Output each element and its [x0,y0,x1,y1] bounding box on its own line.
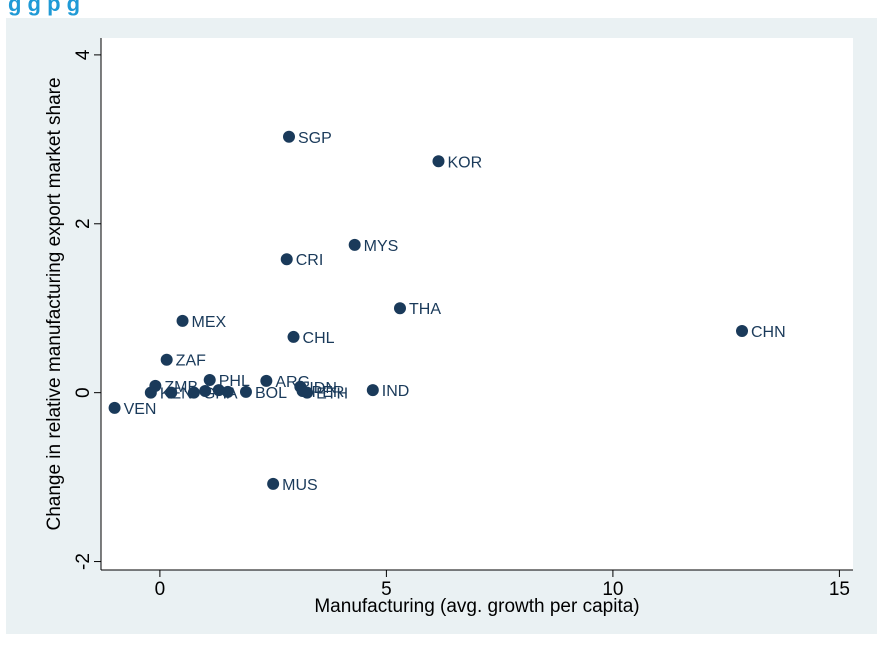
data-point [221,385,234,398]
point-label: MEX [192,314,227,331]
x-tick-label: 0 [155,579,166,600]
point-label: PER [312,384,345,401]
x-tick-label: 5 [381,579,392,600]
y-tick-label: -2 [73,553,94,570]
data-point [239,385,252,398]
point-label: CHL [303,330,335,347]
point-label: ETH [316,386,348,403]
point-label: MUS [282,477,318,494]
point-label: BOL [255,385,287,402]
y-tick-label: 0 [73,387,94,398]
data-point [176,314,189,327]
data-point [144,386,157,399]
point-label: MYS [364,238,399,255]
point-label: CHN [751,324,786,341]
point-label: KOR [447,154,482,171]
x-tick-label: 10 [602,579,623,600]
data-point [108,401,121,414]
data-point [393,302,406,315]
x-axis-title: Manufacturing (avg. growth per capita) [314,596,639,617]
data-point [212,384,225,397]
data-point [203,374,216,386]
y-tick-label: 2 [73,218,94,229]
point-label: CRI [296,252,324,269]
y-tick-label: 4 [73,49,94,60]
data-point [187,386,200,399]
plot-area [101,38,853,570]
data-point [366,384,379,397]
data-point [260,374,273,387]
page-title-fragment: g g p g [8,0,81,16]
point-label: ZAF [176,353,206,370]
axes: 0 5 10 15 -2 0 2 4 [73,38,853,600]
data-point [348,238,361,251]
y-axis-title: Change in relative manufacturing export … [44,77,65,530]
data-point [283,130,295,143]
point-label: SGP [298,130,332,147]
point-label: IND [382,383,410,400]
point-label: VEN [124,401,157,418]
point-label: THA [409,301,441,318]
point-label: PHL [219,373,250,390]
data-point [267,477,280,490]
data-point [199,384,212,397]
x-tick-label: 15 [829,579,850,600]
data-point [287,330,300,343]
data-point [280,253,293,266]
point-label: IDN [309,380,337,397]
data-point [160,353,173,366]
data-point [165,386,178,399]
data-point [301,386,314,399]
data-point [736,325,749,338]
data-point [432,155,445,168]
